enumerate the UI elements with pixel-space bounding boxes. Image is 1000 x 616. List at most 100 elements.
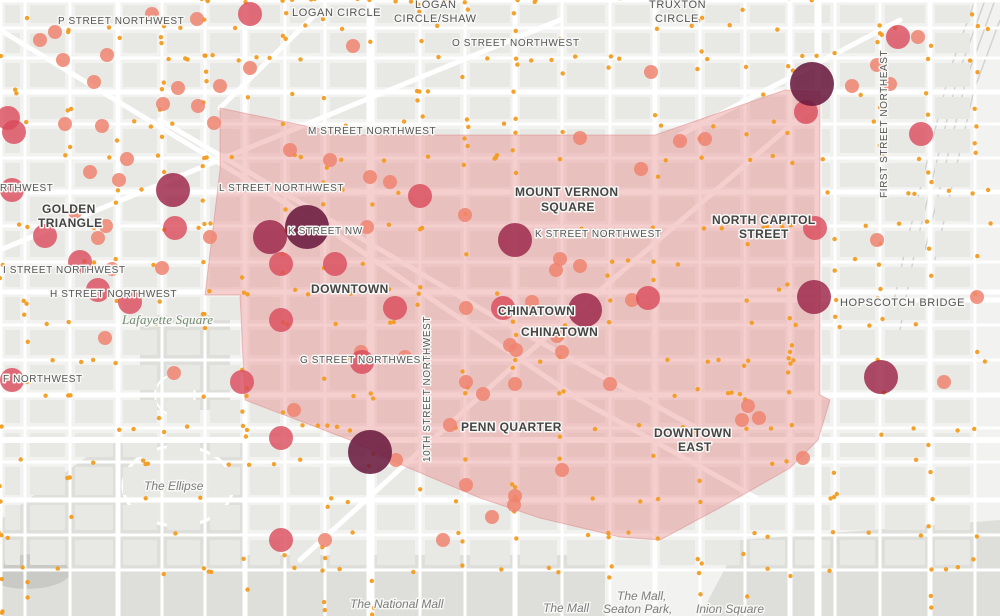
marker-large[interactable]: [886, 25, 910, 49]
marker-large[interactable]: [269, 252, 293, 276]
marker-medium[interactable]: [525, 295, 539, 309]
marker-xlarge[interactable]: [568, 293, 602, 327]
marker-large[interactable]: [163, 216, 187, 240]
marker-medium[interactable]: [883, 77, 897, 91]
marker-medium[interactable]: [346, 39, 360, 53]
marker-medium[interactable]: [741, 399, 755, 413]
marker-medium[interactable]: [550, 329, 564, 343]
marker-medium[interactable]: [459, 478, 473, 492]
marker-large[interactable]: [491, 296, 515, 320]
marker-large[interactable]: [408, 184, 432, 208]
marker-medium[interactable]: [48, 25, 62, 39]
marker-large[interactable]: [0, 106, 20, 130]
marker-medium[interactable]: [95, 119, 109, 133]
marker-large[interactable]: [33, 224, 57, 248]
marker-medium[interactable]: [911, 30, 925, 44]
marker-medium[interactable]: [98, 331, 112, 345]
marker-medium[interactable]: [436, 533, 450, 547]
marker-medium[interactable]: [644, 65, 658, 79]
marker-medium[interactable]: [155, 261, 169, 275]
marker-medium[interactable]: [937, 375, 951, 389]
marker-medium[interactable]: [318, 533, 332, 547]
marker-medium[interactable]: [698, 132, 712, 146]
marker-medium[interactable]: [485, 510, 499, 524]
marker-large[interactable]: [118, 290, 142, 314]
marker-medium[interactable]: [573, 259, 587, 273]
marker-medium[interactable]: [156, 97, 170, 111]
marker-medium[interactable]: [625, 293, 639, 307]
marker-medium[interactable]: [870, 58, 884, 72]
marker-medium[interactable]: [87, 75, 101, 89]
marker-medium[interactable]: [68, 205, 82, 219]
marker-medium[interactable]: [555, 345, 569, 359]
marker-large[interactable]: [269, 426, 293, 450]
marker-xlarge[interactable]: [864, 360, 898, 394]
marker-medium[interactable]: [112, 173, 126, 187]
marker-medium[interactable]: [673, 134, 687, 148]
marker-medium[interactable]: [105, 262, 119, 276]
marker-medium[interactable]: [508, 377, 522, 391]
marker-medium[interactable]: [167, 366, 181, 380]
marker-medium[interactable]: [398, 350, 412, 364]
marker-medium[interactable]: [100, 48, 114, 62]
marker-medium[interactable]: [91, 231, 105, 245]
marker-medium[interactable]: [120, 152, 134, 166]
marker-large[interactable]: [323, 252, 347, 276]
marker-medium[interactable]: [171, 81, 185, 95]
marker-large[interactable]: [86, 278, 110, 302]
marker-medium[interactable]: [323, 153, 337, 167]
marker-medium[interactable]: [191, 99, 205, 113]
marker-xlarge[interactable]: [797, 280, 831, 314]
marker-medium[interactable]: [33, 33, 47, 47]
marker-xlarge[interactable]: [498, 223, 532, 257]
marker-medium[interactable]: [573, 131, 587, 145]
marker-medium[interactable]: [553, 252, 567, 266]
marker-large[interactable]: [803, 216, 827, 240]
marker-medium[interactable]: [970, 290, 984, 304]
marker-medium[interactable]: [99, 219, 113, 233]
marker-xxlarge[interactable]: [348, 430, 392, 474]
marker-medium[interactable]: [145, 7, 159, 21]
marker-medium[interactable]: [459, 301, 473, 315]
marker-medium[interactable]: [360, 220, 374, 234]
marker-medium[interactable]: [190, 12, 204, 26]
marker-medium[interactable]: [213, 79, 227, 93]
marker-medium[interactable]: [383, 175, 397, 189]
marker-medium[interactable]: [796, 451, 810, 465]
marker-medium[interactable]: [549, 263, 563, 277]
marker-medium[interactable]: [634, 162, 648, 176]
marker-medium[interactable]: [476, 387, 490, 401]
marker-medium[interactable]: [459, 375, 473, 389]
marker-medium[interactable]: [283, 143, 297, 157]
marker-medium[interactable]: [363, 170, 377, 184]
marker-xlarge[interactable]: [156, 173, 190, 207]
marker-large[interactable]: [238, 2, 262, 26]
marker-xxlarge[interactable]: [790, 62, 834, 106]
marker-large[interactable]: [230, 370, 254, 394]
marker-xlarge[interactable]: [253, 220, 287, 254]
marker-medium[interactable]: [83, 165, 97, 179]
marker-medium[interactable]: [287, 403, 301, 417]
marker-medium[interactable]: [507, 498, 521, 512]
marker-medium[interactable]: [752, 411, 766, 425]
marker-medium[interactable]: [845, 79, 859, 93]
marker-medium[interactable]: [555, 463, 569, 477]
marker-large[interactable]: [383, 296, 407, 320]
marker-medium[interactable]: [603, 377, 617, 391]
marker-large[interactable]: [636, 286, 660, 310]
marker-medium[interactable]: [56, 53, 70, 67]
marker-medium[interactable]: [870, 233, 884, 247]
marker-xxlarge[interactable]: [285, 205, 329, 249]
marker-large[interactable]: [68, 250, 92, 274]
marker-medium[interactable]: [443, 418, 457, 432]
marker-medium[interactable]: [509, 343, 523, 357]
marker-large[interactable]: [0, 368, 24, 392]
marker-large[interactable]: [269, 528, 293, 552]
marker-medium[interactable]: [735, 413, 749, 427]
marker-medium[interactable]: [58, 117, 72, 131]
marker-medium[interactable]: [458, 208, 472, 222]
marker-large[interactable]: [350, 350, 374, 374]
marker-large[interactable]: [909, 122, 933, 146]
marker-large[interactable]: [269, 308, 293, 332]
